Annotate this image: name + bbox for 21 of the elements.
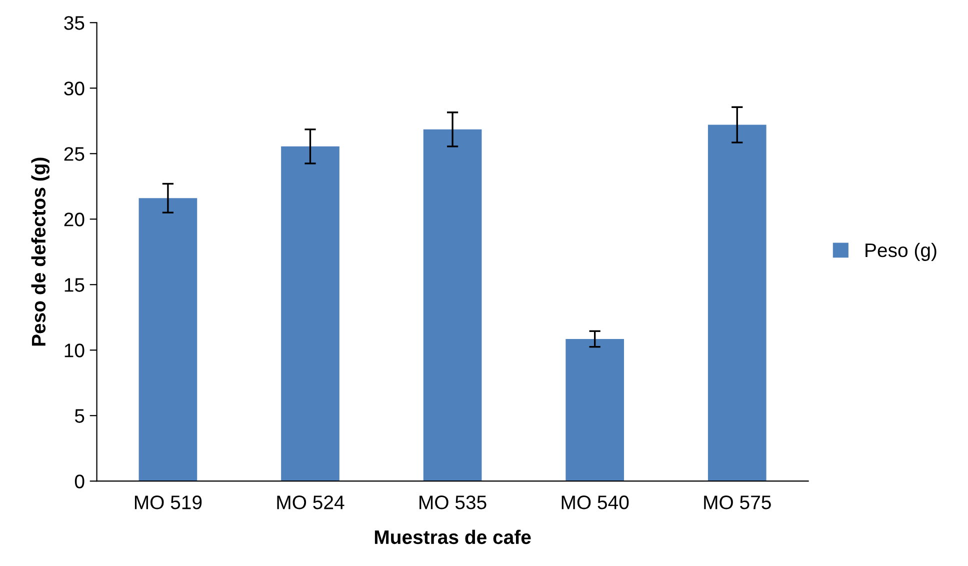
- bar: [138, 198, 198, 482]
- bar: [708, 124, 766, 482]
- y-tick-label: 30: [64, 82, 84, 96]
- bar: [423, 129, 482, 482]
- x-tick-label: MO 575: [704, 496, 771, 510]
- y-tick-label: 15: [64, 278, 84, 292]
- x-tick-label: MO 519: [134, 496, 202, 510]
- y-tick-label: 0: [74, 474, 84, 488]
- legend-label: Peso (g): [866, 242, 936, 261]
- x-tick-label: MO 524: [277, 496, 344, 510]
- y-tick-label: 10: [64, 344, 84, 358]
- y-axis-title: Peso de defectos (g): [31, 158, 50, 346]
- x-tick-label: MO 540: [562, 496, 629, 510]
- y-tick-label: 35: [64, 16, 84, 30]
- y-tick-label: 5: [74, 409, 84, 423]
- bar: [566, 338, 624, 482]
- x-tick-label: MO 535: [420, 496, 486, 510]
- bar: [281, 146, 340, 482]
- x-axis-title: Muestras de cafe: [374, 530, 531, 544]
- y-tick-label: 20: [64, 212, 84, 226]
- y-tick-label: 25: [64, 147, 84, 161]
